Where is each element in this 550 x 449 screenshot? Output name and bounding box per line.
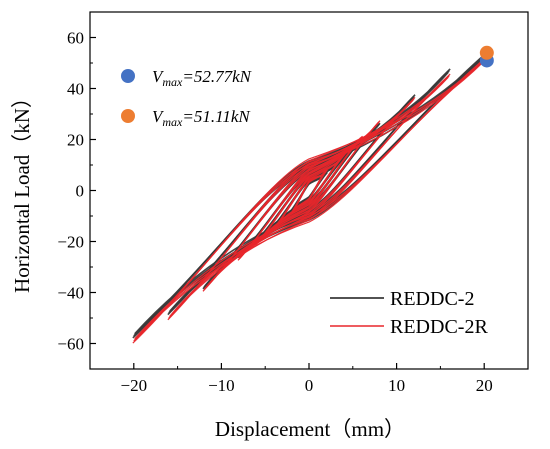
- y-tick-label: 20: [67, 131, 84, 150]
- hysteresis-loop: [134, 61, 484, 340]
- series-reddc-2r: [132, 57, 486, 344]
- peak-markers: [479, 45, 494, 68]
- x-tick-label: 10: [388, 376, 405, 395]
- annotation-dot: [121, 109, 135, 123]
- y-tick-label: 40: [67, 80, 84, 99]
- annotation-dot: [121, 69, 135, 83]
- y-tick-label: 60: [67, 29, 84, 48]
- peak-annotations: Vmax=52.77kN Vmax=51.11kN: [121, 67, 253, 129]
- legend: REDDC-2 REDDC-2R: [330, 288, 488, 338]
- x-tick-label: 20: [476, 376, 493, 395]
- peak-marker: [479, 45, 494, 60]
- x-axis-title: Displacement（mm）: [215, 417, 405, 441]
- y-tick-label: 0: [76, 182, 85, 201]
- axis-ticks: −20 −10 0 10 20 −60 −40 −20 0 20 40 60: [57, 29, 492, 396]
- x-tick-label: −20: [121, 376, 148, 395]
- y-tick-label: −60: [57, 335, 84, 354]
- x-tick-label: 0: [305, 376, 314, 395]
- annotation-label: Vmax=51.11kN: [152, 107, 251, 129]
- y-tick-label: −40: [57, 284, 84, 303]
- x-tick-label: −10: [208, 376, 235, 395]
- legend-label: REDDC-2R: [390, 316, 488, 338]
- hysteresis-loop: [132, 57, 486, 344]
- y-axis-title: Horizontal Load（kN）: [10, 87, 34, 293]
- hysteresis-loop: [133, 59, 485, 342]
- hysteresis-curves: [132, 53, 486, 344]
- annotation-label: Vmax=52.77kN: [152, 67, 253, 89]
- legend-label: REDDC-2: [390, 288, 474, 310]
- y-tick-label: −20: [57, 233, 84, 252]
